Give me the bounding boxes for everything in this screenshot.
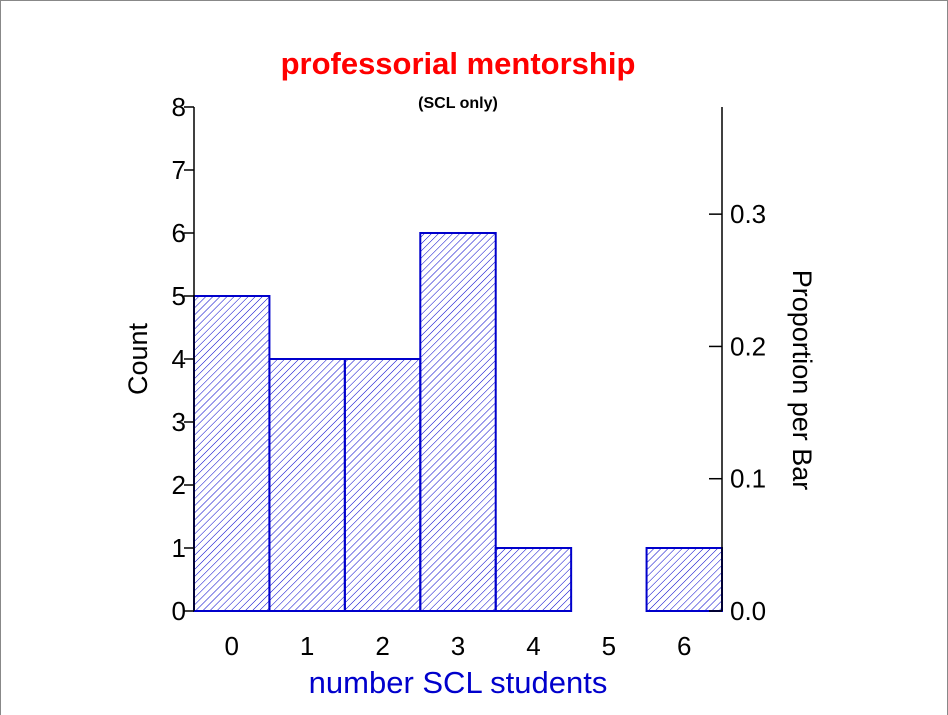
y-tick-label: 7 — [172, 155, 186, 185]
x-axis-label: number SCL students — [309, 665, 608, 700]
y-tick-label: 2 — [172, 470, 186, 500]
bar — [193, 295, 271, 612]
bar — [494, 547, 573, 612]
x-tick-label: 3 — [451, 631, 465, 661]
y-tick-label: 3 — [172, 407, 186, 437]
bar — [645, 547, 723, 612]
y2-tick-label: 0.3 — [730, 199, 766, 229]
x-tick-label: 4 — [526, 631, 540, 661]
x-tick-label: 0 — [224, 631, 238, 661]
y2-axis-label: Proportion per Bar — [787, 270, 817, 491]
chart-subtitle: (SCL only) — [418, 95, 498, 112]
x-tick-label: 6 — [677, 631, 691, 661]
y-tick-label: 1 — [172, 533, 186, 563]
y-axis-label: Count — [123, 322, 153, 395]
y2-tick-label: 0.0 — [730, 596, 766, 626]
y-tick-label: 4 — [172, 344, 186, 374]
bar — [343, 358, 422, 612]
x-tick-label: 5 — [602, 631, 616, 661]
x-tick-label: 2 — [375, 631, 389, 661]
y2-tick-label: 0.2 — [730, 331, 766, 361]
bar — [419, 232, 497, 612]
y-tick-label: 5 — [172, 281, 186, 311]
chart-title: professorial mentorship — [281, 46, 636, 81]
y2-tick-label: 0.1 — [730, 464, 766, 494]
y-tick-label: 6 — [172, 218, 186, 248]
y-tick-label: 0 — [172, 596, 186, 626]
bar — [268, 358, 346, 612]
y-tick-label: 8 — [172, 92, 186, 122]
x-tick-label: 1 — [300, 631, 314, 661]
